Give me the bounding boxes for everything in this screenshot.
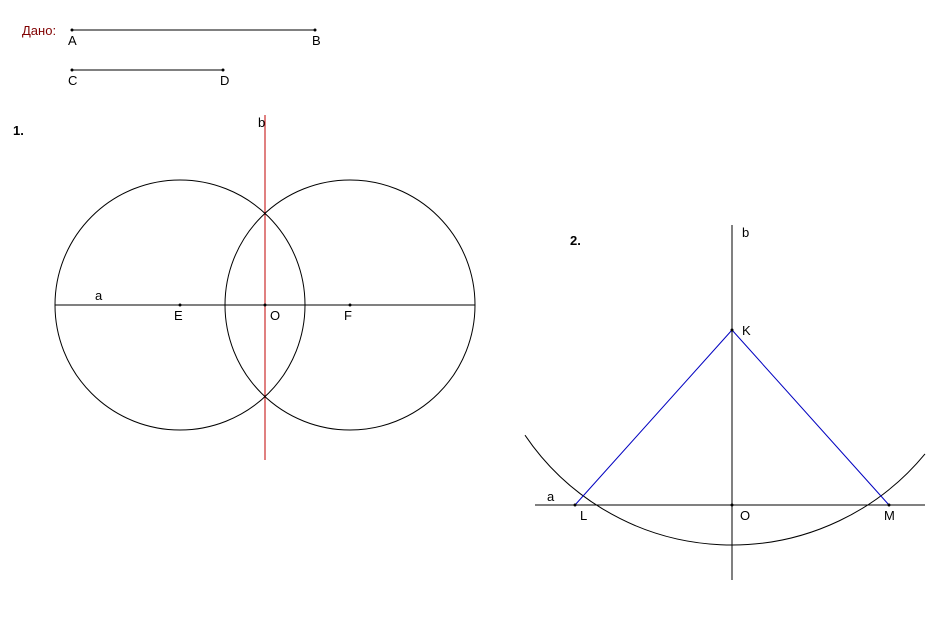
fig1-point-o — [264, 304, 267, 307]
point-d-label: D — [220, 73, 229, 88]
fig2-point-l — [574, 504, 577, 507]
fig2-point-o — [731, 504, 734, 507]
step-1-label: 1. — [13, 123, 24, 138]
figure-1: a b O E F — [55, 115, 475, 460]
point-d-dot — [222, 69, 225, 72]
fig1-o-label: O — [270, 308, 280, 323]
fig2-m-label: M — [884, 508, 895, 523]
step-2-label: 2. — [570, 233, 581, 248]
fig2-point-k — [731, 329, 734, 332]
fig2-axis-a-label: a — [547, 489, 555, 504]
point-a-label: A — [68, 33, 77, 48]
point-a-dot — [71, 29, 74, 32]
figure-2: a b K L M O — [525, 225, 925, 580]
fig2-k-label: K — [742, 323, 751, 338]
fig1-point-e — [179, 304, 182, 307]
point-c-dot — [71, 69, 74, 72]
point-c-label: C — [68, 73, 77, 88]
fig1-axis-a-label: a — [95, 288, 103, 303]
fig2-axis-b-label: b — [742, 225, 749, 240]
point-b-label: B — [312, 33, 321, 48]
fig2-point-m — [888, 504, 891, 507]
fig2-line-km — [732, 330, 889, 505]
given-label: Дано: — [22, 23, 56, 38]
fig1-point-f — [349, 304, 352, 307]
fig2-l-label: L — [580, 508, 587, 523]
fig1-e-label: E — [174, 308, 183, 323]
segment-cd: C D — [68, 69, 229, 89]
fig2-arc — [525, 435, 925, 545]
segment-ab: A B — [68, 29, 321, 49]
fig1-axis-b-label: b — [258, 115, 265, 130]
fig2-o-label: O — [740, 508, 750, 523]
fig2-line-kl — [575, 330, 732, 505]
fig1-f-label: F — [344, 308, 352, 323]
point-b-dot — [314, 29, 317, 32]
